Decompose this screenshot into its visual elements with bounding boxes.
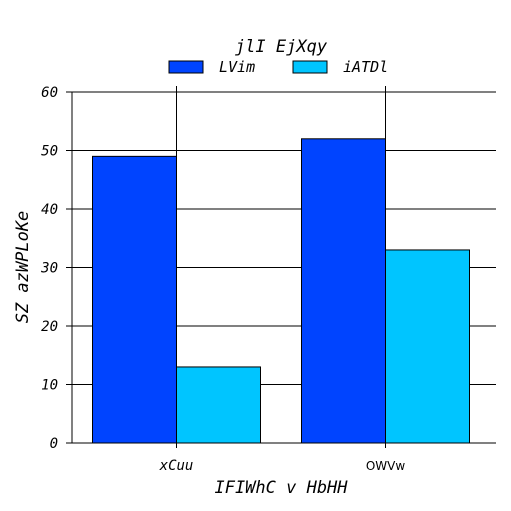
chart-title: jlI EjXqy — [235, 37, 328, 57]
bar — [301, 138, 386, 444]
legend-swatch — [168, 60, 204, 74]
x-tick-label: xCuu — [159, 458, 194, 474]
y-tick-label: 60 — [41, 85, 58, 101]
y-axis-label: SZ azWPLoKe — [13, 211, 33, 324]
x-axis-label: IFIWhC v HbHH — [214, 478, 348, 498]
bar — [92, 155, 177, 444]
legend: LVim iATDl — [168, 58, 388, 76]
y-tick-label: 0 — [50, 436, 58, 452]
bar — [385, 249, 470, 444]
legend-label: LVim — [219, 58, 255, 76]
legend-swatch — [292, 60, 328, 74]
bar — [176, 366, 261, 444]
y-tick-label: 10 — [41, 378, 58, 394]
y-tick-label: 40 — [41, 202, 58, 218]
y-tick-label: 30 — [40, 261, 58, 277]
x-axis-ticks: xCuu OWVw — [159, 443, 406, 474]
x-tick-label: OWVw — [366, 459, 406, 473]
legend-label: iATDl — [343, 58, 388, 76]
bars — [92, 138, 470, 444]
y-axis-ticks: 0 10 20 30 40 50 60 — [40, 85, 72, 452]
y-tick-label: 20 — [41, 319, 58, 335]
y-tick-label: 50 — [41, 144, 58, 160]
